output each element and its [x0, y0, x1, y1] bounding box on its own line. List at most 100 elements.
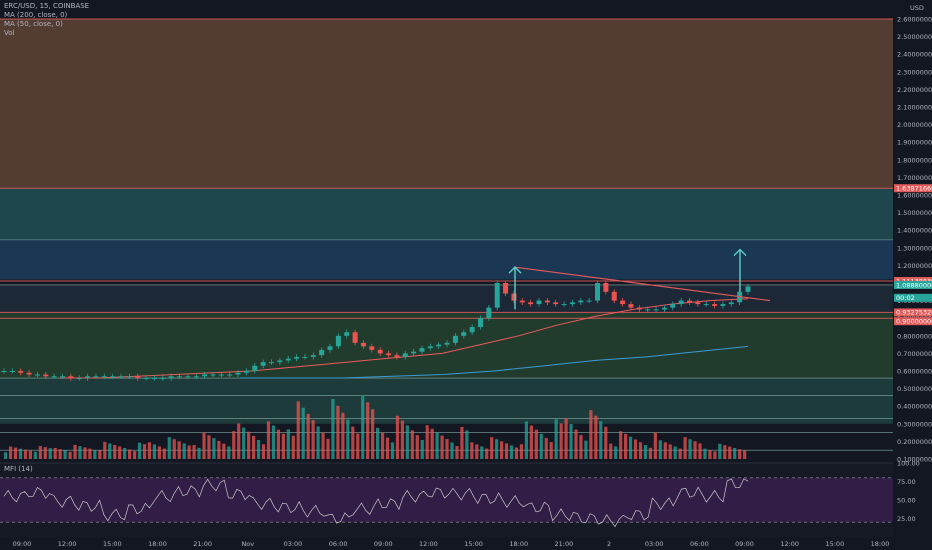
- candle-body: [227, 375, 232, 376]
- candle-body: [645, 309, 650, 310]
- volume-bar: [356, 434, 359, 459]
- volume-bar: [684, 437, 687, 459]
- price-zones: [0, 19, 893, 459]
- candle-body: [302, 357, 307, 358]
- time-tick-label: 2: [607, 540, 611, 548]
- candle-body: [670, 304, 675, 308]
- volume-bar: [118, 446, 121, 459]
- time-tick-label: 18:00: [509, 540, 528, 548]
- candle-body: [60, 376, 65, 377]
- legend-symbol-text: ERC/USD, 15, COINBASE: [4, 2, 89, 11]
- volume-bar: [282, 434, 285, 459]
- time-tick-label: 03:00: [645, 540, 664, 548]
- volume-bar: [669, 444, 672, 459]
- legend-ma200: MA (200, close, 0): [4, 11, 67, 20]
- volume-bar: [708, 450, 711, 459]
- volume-bar: [698, 443, 701, 459]
- candle-body: [219, 375, 224, 376]
- time-tick-label: 18:00: [148, 540, 167, 548]
- candle-body: [194, 376, 199, 377]
- volume-bar: [569, 424, 572, 459]
- axis-background: [893, 0, 932, 550]
- volume-bar: [9, 447, 12, 459]
- volume-bar: [217, 441, 220, 459]
- volume-bar: [361, 395, 364, 459]
- volume-bar: [292, 436, 295, 459]
- zone-5: [0, 378, 893, 424]
- time-tick-label: 15:00: [825, 540, 844, 548]
- volume-bar: [148, 442, 151, 459]
- volume-bar: [128, 450, 131, 459]
- price-tag: 1.08880000: [894, 281, 932, 289]
- candle-body: [361, 343, 366, 347]
- candle-body: [252, 366, 257, 371]
- candle-body: [503, 283, 508, 294]
- price-tick-label: 2.60000000: [897, 16, 932, 24]
- mfi-tick-label: 50.00: [897, 497, 916, 505]
- candle-body: [10, 371, 15, 372]
- mfi-band: [0, 478, 893, 522]
- volume-bar: [277, 430, 280, 459]
- candle-body: [662, 308, 667, 310]
- price-tick-label: 0.40000000: [897, 403, 932, 411]
- volume-bar: [351, 427, 354, 459]
- volume-bar: [14, 448, 17, 459]
- legend-ma50: MA (50, close, 0): [4, 20, 63, 29]
- price-tick-label: 0.30000000: [897, 420, 932, 428]
- volume-bar: [738, 449, 741, 459]
- volume-bar: [307, 414, 310, 459]
- price-tag: 0.90000000: [894, 317, 932, 325]
- price-tick-label: 0.50000000: [897, 385, 932, 393]
- candle-body: [144, 378, 149, 379]
- volume-bar: [599, 421, 602, 459]
- candle-body: [210, 375, 215, 376]
- candle-body: [152, 378, 157, 379]
- volume-bar: [123, 448, 126, 459]
- candle-body: [461, 332, 466, 336]
- candle-body: [445, 343, 450, 345]
- volume-bar: [346, 420, 349, 459]
- volume-bar: [242, 428, 245, 459]
- candle-body: [587, 301, 592, 302]
- volume-bar: [237, 423, 240, 459]
- volume-bar: [465, 430, 468, 459]
- candle-body: [286, 359, 291, 361]
- price-tick-label: 1.40000000: [897, 227, 932, 235]
- volume-bar: [163, 449, 166, 459]
- volume-bar: [207, 435, 210, 459]
- volume-bar: [535, 430, 538, 459]
- volume-bar: [19, 449, 22, 459]
- candle-body: [436, 345, 441, 347]
- candle-body: [603, 283, 608, 292]
- volume-bar: [83, 447, 86, 459]
- candle-body: [52, 376, 57, 377]
- volume-bar: [718, 444, 721, 459]
- time-tick-label: 03:00: [284, 540, 303, 548]
- volume-bar: [431, 429, 434, 459]
- volume-bar: [500, 441, 503, 459]
- volume-bar: [659, 440, 662, 459]
- volume-bar: [192, 445, 195, 459]
- candle-body: [746, 287, 751, 292]
- volume-bar: [321, 433, 324, 459]
- candle-body: [720, 304, 725, 306]
- candle-body: [495, 283, 500, 308]
- volume-bar: [579, 435, 582, 459]
- candle-body: [654, 309, 659, 310]
- candle-body: [353, 332, 358, 343]
- volume-bar: [510, 445, 513, 459]
- candle-body: [378, 350, 383, 354]
- volume-bar: [302, 408, 305, 459]
- candle-body: [628, 304, 633, 308]
- volume-bar: [312, 420, 315, 459]
- price-tick-label: 1.60000000: [897, 192, 932, 200]
- candle-body: [43, 375, 48, 377]
- time-tick-label: 06:00: [690, 540, 709, 548]
- candle-body: [537, 301, 542, 305]
- volume-bar: [495, 439, 498, 459]
- volume-bar: [436, 432, 439, 459]
